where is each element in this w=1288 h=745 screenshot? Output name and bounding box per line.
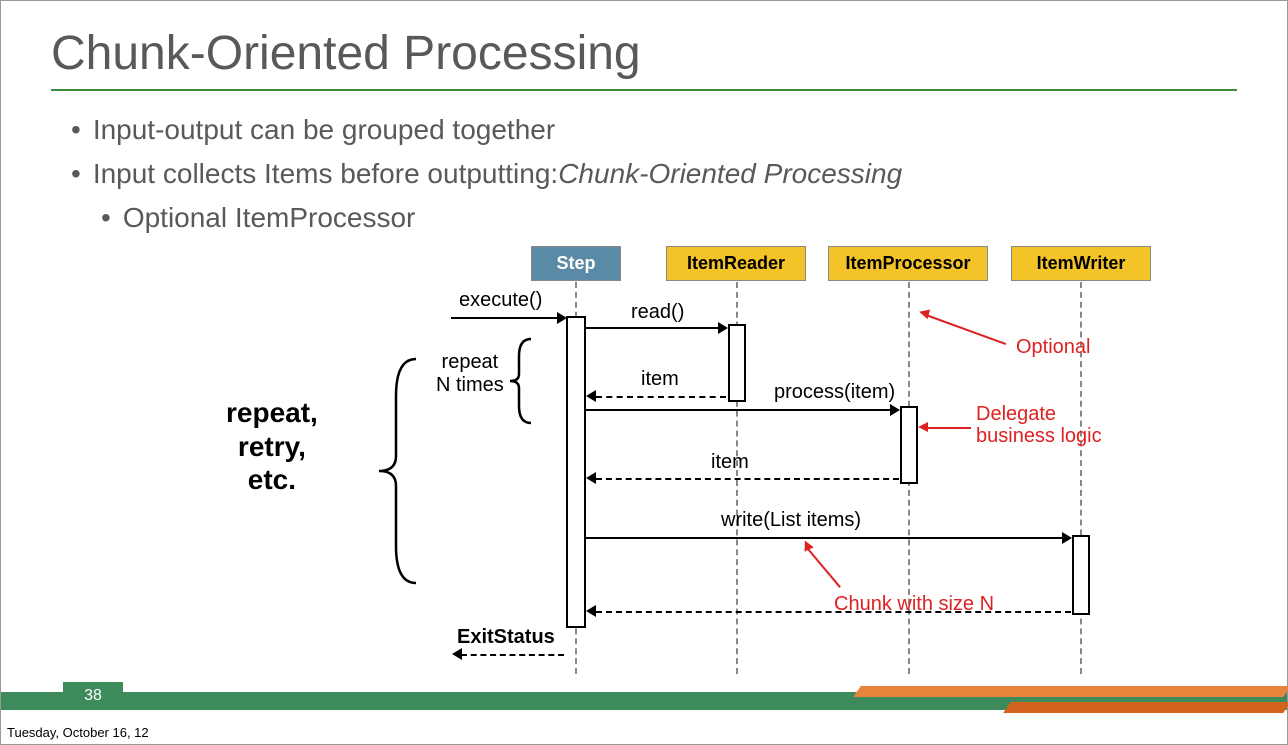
- slide: Chunk-Oriented Processing • Input-output …: [1, 1, 1287, 706]
- arrowhead-optional: [918, 307, 930, 319]
- title-underline: [51, 89, 1237, 91]
- brace-large: [371, 356, 431, 586]
- lifeline-step: Step: [531, 246, 621, 281]
- page-number: 38: [63, 682, 123, 710]
- msg-execute: execute(): [459, 289, 542, 312]
- activation-step: [566, 316, 586, 628]
- annotation-repeat-block: repeat, retry, etc.: [226, 396, 318, 497]
- annotation-optional: Optional: [1016, 336, 1091, 359]
- annotation-repeat-n: repeat N times: [436, 351, 504, 397]
- arrowhead-item2: [586, 472, 596, 484]
- msg-item2: item: [711, 451, 749, 474]
- bullet-2: • Input collects Items before outputting:…: [71, 155, 1237, 193]
- lifeline-writer: ItemWriter: [1011, 246, 1151, 281]
- bullet-marker: •: [71, 158, 81, 189]
- msg-read: read(): [631, 301, 684, 324]
- msg-item1: item: [641, 368, 679, 391]
- bullet-3: • Optional ItemProcessor: [101, 199, 1237, 237]
- brace-small: [506, 336, 536, 426]
- arrow-chunk-n: [807, 548, 841, 588]
- arrow-delegate: [926, 427, 971, 429]
- lifeline-processor: ItemProcessor: [828, 246, 988, 281]
- arrow-optional: [926, 314, 1007, 345]
- lifeline-reader: ItemReader: [666, 246, 806, 281]
- bullet-1-text: Input-output can be grouped together: [93, 114, 555, 145]
- footer-orange-stripe-1: [853, 686, 1288, 697]
- arrowhead-write: [1062, 532, 1072, 544]
- arrowhead-read: [718, 322, 728, 334]
- arrow-item1: [596, 396, 726, 398]
- activation-processor: [900, 406, 918, 484]
- bullet-1: • Input-output can be grouped together: [71, 111, 1237, 149]
- bullet-marker: •: [101, 202, 111, 233]
- arrow-read: [586, 327, 724, 329]
- activation-reader: [728, 324, 746, 402]
- arrow-process: [586, 409, 896, 411]
- arrowhead-chunk-n: [800, 538, 813, 551]
- arrowhead-exit: [452, 648, 462, 660]
- arrowhead-process: [890, 404, 900, 416]
- footer-bar: 38: [1, 682, 1287, 718]
- msg-write: write(List items): [721, 509, 861, 532]
- activation-writer: [1072, 535, 1090, 615]
- arrow-write: [586, 537, 1068, 539]
- annotation-chunk-n: Chunk with size N: [834, 593, 994, 616]
- bullet-3-text: Optional ItemProcessor: [123, 202, 416, 233]
- slide-title: Chunk-Oriented Processing: [51, 26, 1237, 81]
- date-stamp: Tuesday, October 16, 12: [7, 725, 149, 740]
- arrowhead-write-return: [586, 605, 596, 617]
- msg-process: process(item): [774, 381, 895, 404]
- arrowhead-execute: [557, 312, 567, 324]
- arrowhead-item1: [586, 390, 596, 402]
- arrow-exit: [461, 654, 564, 656]
- arrowhead-delegate: [918, 422, 928, 432]
- arrow-item2: [596, 478, 899, 480]
- bullet-2-text: Input collects Items before outputting:: [93, 158, 558, 189]
- bullet-2-italic: Chunk-Oriented Processing: [558, 158, 902, 189]
- bullet-marker: •: [71, 114, 81, 145]
- footer-orange-stripe-2: [1003, 702, 1288, 713]
- sequence-diagram: Step ItemReader ItemProcessor ItemWriter…: [226, 246, 1196, 676]
- arrow-execute: [451, 317, 563, 319]
- annotation-delegate: Delegate business logic: [976, 403, 1102, 447]
- msg-exit: ExitStatus: [457, 626, 555, 649]
